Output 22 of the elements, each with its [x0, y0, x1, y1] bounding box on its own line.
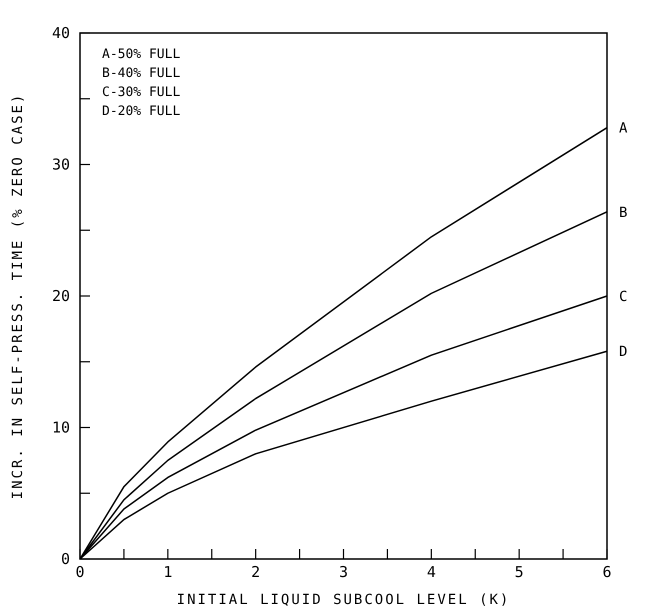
x-tick-label: 2: [251, 563, 260, 581]
x-axis-title: INITIAL LIQUID SUBCOOL LEVEL (K): [176, 592, 510, 608]
x-tick-label: 4: [426, 563, 436, 581]
annotation: D-20% FULL: [102, 104, 180, 119]
x-tick-label: 6: [602, 563, 612, 581]
series-label: D: [619, 344, 628, 360]
series-label: A: [619, 120, 628, 137]
annotation: A-50% FULL: [102, 47, 180, 62]
y-axis-title: INCR. IN SELF-PRESS. TIME (% ZERO CASE): [10, 92, 26, 500]
y-tick-label: 10: [52, 418, 70, 436]
x-tick-label: 1: [163, 563, 172, 581]
x-tick-label: 3: [338, 563, 348, 581]
y-tick-label: 40: [52, 24, 70, 42]
annotation: C-30% FULL: [102, 85, 180, 100]
series-label: B: [619, 204, 628, 221]
y-tick-label: 30: [52, 156, 70, 174]
x-tick-label: 0: [75, 563, 85, 581]
series-label: C: [619, 289, 628, 305]
y-tick-label: 20: [52, 287, 70, 305]
x-tick-label: 5: [514, 563, 524, 581]
annotation: B-40% FULL: [102, 66, 180, 81]
y-tick-label: 0: [60, 550, 70, 568]
